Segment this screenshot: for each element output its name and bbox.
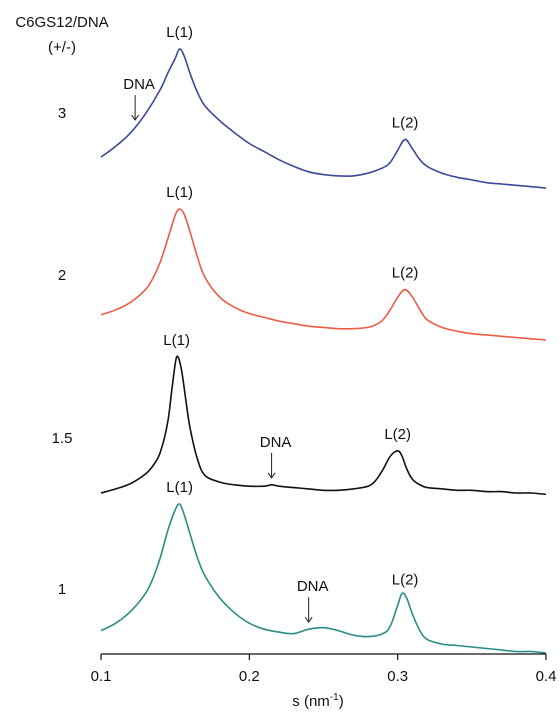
annotation-1-l2: L(2)	[392, 571, 419, 588]
x-tick-label: 0.3	[387, 668, 408, 685]
legend-title-line2: (+/-)	[48, 39, 76, 56]
annotation-1-l1: L(1)	[166, 479, 193, 496]
x-axis-label: s (nm-1)	[292, 692, 343, 710]
x-tick-label: 0.4	[536, 668, 557, 685]
annotation-3-dna-label: DNA	[123, 76, 155, 93]
annotation-1-5-l1: L(1)	[163, 332, 190, 349]
series-label-2: 2	[58, 267, 66, 284]
series-label-1: 1	[58, 581, 66, 598]
annotation-1-5-dna-label: DNA	[260, 434, 292, 451]
x-axis-label-main: s (nm	[292, 693, 330, 710]
curve-3	[100, 48, 547, 189]
annotation-3-l1: L(1)	[166, 24, 193, 41]
annotation-3-l2: L(2)	[392, 114, 419, 131]
annotation-1-5-l2: L(2)	[384, 426, 411, 443]
x-tick-label: 0.1	[91, 668, 112, 685]
annotation-1-5-dna-arrow-head	[267, 472, 276, 479]
annotation-2-l1: L(1)	[166, 184, 193, 201]
annotation-1-dna-label: DNA	[297, 578, 329, 595]
series-label-3: 3	[58, 105, 66, 122]
x-axis-label-close: )	[339, 693, 344, 710]
curve-2	[100, 208, 547, 341]
series-label-1-5: 1.5	[52, 430, 73, 447]
x-axis-label-superscript: -1	[330, 692, 339, 703]
curve-1-5	[100, 355, 547, 496]
curve-1	[100, 503, 547, 654]
x-tick-label: 0.2	[239, 668, 260, 685]
legend-title-line1: C6GS12/DNA	[15, 14, 108, 31]
annotation-3-dna-arrow-head	[131, 114, 140, 121]
annotation-2-l2: L(2)	[392, 265, 419, 282]
annotation-1-dna-arrow-head	[304, 616, 313, 624]
